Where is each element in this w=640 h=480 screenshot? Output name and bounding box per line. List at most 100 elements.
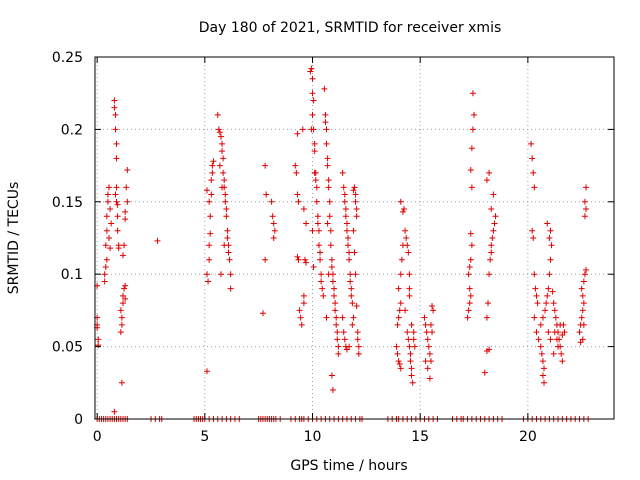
data-point [349,321,356,328]
data-point [331,285,338,292]
data-point [118,314,125,321]
y-tick-label: 0.2 [61,122,83,138]
y-tick-label: 0.05 [52,340,83,356]
data-point [347,271,354,278]
data-point [426,350,433,357]
data-point [311,140,318,147]
data-point [406,343,413,350]
data-point [317,256,324,263]
data-point [259,310,266,317]
data-point [488,206,495,213]
x-tick-label: 20 [519,429,537,445]
data-point [112,126,119,133]
data-point [486,346,493,353]
data-point [530,169,537,176]
y-tick-label: 0.15 [52,195,83,211]
data-point [532,285,539,292]
data-point [466,263,473,270]
data-point [551,329,558,336]
data-point [486,271,493,278]
data-point [397,300,404,307]
data-point [429,329,436,336]
data-point [429,303,436,310]
data-point [314,220,321,227]
y-tick-label: 0 [74,412,83,428]
data-point [122,282,129,289]
data-point [333,321,340,328]
data-point [223,206,230,213]
y-tick-label: 0.25 [52,50,83,66]
data-point [529,155,536,162]
data-point [547,256,554,263]
data-point [113,140,120,147]
data-point [346,343,353,350]
data-point [465,271,472,278]
data-point [581,198,588,205]
data-point [114,227,121,234]
data-point [488,249,495,256]
data-point [430,307,437,314]
data-point [490,191,497,198]
data-point [117,329,124,336]
data-point [103,227,110,234]
data-point [468,145,475,152]
data-point [326,198,333,205]
data-point [119,300,126,307]
data-point [215,126,222,133]
data-point [486,169,493,176]
data-point [550,300,557,307]
data-point [530,235,537,241]
data-point [341,336,348,343]
data-point [319,285,326,292]
data-point [395,285,402,292]
data-point [559,358,566,365]
data-point [318,271,325,278]
data-point [329,387,336,394]
chart-title: Day 180 of 2021, SRMTID for receiver xmi… [199,20,502,36]
data-point [108,220,115,227]
data-point [315,227,322,234]
data-point [468,184,475,191]
data-point [221,242,228,249]
data-point [324,155,331,162]
data-point [355,350,362,357]
data-point [547,336,554,343]
data-point [490,227,497,234]
data-point [583,184,590,191]
data-point [345,242,352,249]
data-point [539,314,546,321]
data-point [550,350,557,357]
data-point [464,314,471,321]
data-point [294,191,301,198]
data-point [303,259,310,266]
data-point [352,198,359,205]
data-point [209,169,216,176]
data-point [353,303,360,310]
data-point [303,220,310,227]
data-point [335,350,342,357]
data-point [539,358,546,365]
data-point [423,329,430,336]
data-point [531,184,538,191]
data-point [408,372,415,379]
data-point [350,227,357,234]
data-point [405,249,412,256]
data-point [578,285,585,292]
data-point [313,184,320,191]
data-point [154,237,161,244]
data-point [354,329,361,336]
data-point [322,111,329,118]
data-point [581,271,588,278]
data-point [405,336,412,343]
data-point [491,220,498,227]
data-point [580,300,587,307]
data-point [349,300,356,307]
data-point [223,213,230,220]
data-point [320,292,327,299]
data-point [402,227,409,234]
data-point [123,184,130,191]
data-point [466,285,473,292]
data-point [352,271,359,278]
data-point [351,184,358,191]
data-point [403,235,410,241]
